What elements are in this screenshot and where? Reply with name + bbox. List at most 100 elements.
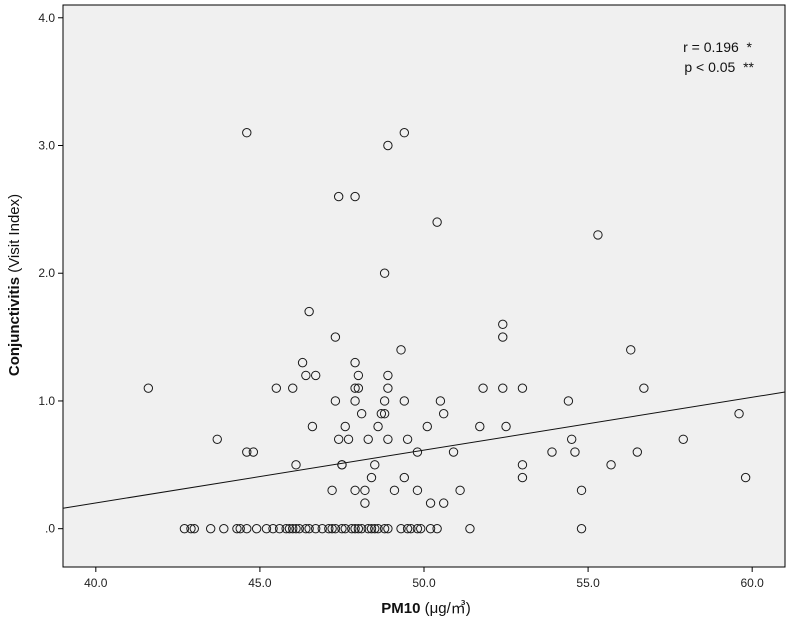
y-tick-label: .0 [45,522,55,536]
data-point [379,396,390,406]
data-point [740,472,751,483]
data-point [235,523,245,534]
x-tick-label: 40.0 [84,576,108,590]
data-point [475,421,485,432]
data-point [396,523,406,534]
data-point [626,345,636,355]
data-point [356,409,367,419]
data-point [498,383,508,393]
data-point [379,409,390,419]
data-point [563,396,574,406]
data-point [353,523,364,534]
data-point [330,332,341,342]
data-point [606,460,616,470]
data-point [435,396,446,406]
data-point [186,523,196,534]
data-point [327,523,337,534]
regression-line-group [62,391,786,509]
data-point [143,383,154,393]
data-point [340,523,350,534]
data-point [360,498,370,508]
data-point [432,523,442,534]
data-point [639,383,649,393]
data-point [360,485,370,496]
data-point [307,421,318,432]
data-point [366,472,377,483]
data-point [370,523,380,534]
data-point [438,409,449,419]
data-point [498,319,508,330]
data-point [402,434,413,444]
data-point [294,523,304,534]
x-tick-label: 45.0 [248,576,272,590]
y-axis-label: Conjunctivitis [6,277,23,376]
data-point [219,523,229,534]
data-point [327,485,337,496]
x-axis-title: PM10 (μg/㎥) [381,600,471,617]
annotation-p: p < 0.05 ** [684,59,754,75]
x-tick-label: 60.0 [741,576,765,590]
data-point [570,447,580,457]
data-point [517,460,528,470]
data-point [333,434,344,444]
data-point [350,191,360,202]
data-point [593,230,603,240]
data-point [284,523,295,534]
data-point [498,332,508,342]
data-point [734,409,744,419]
data-point [242,523,252,534]
data-point [350,523,360,534]
data-point [373,523,383,534]
data-point [425,498,436,508]
data-point [678,434,688,444]
data-point [304,306,314,317]
data-point [576,485,587,496]
data-point [232,523,242,534]
data-point [376,409,387,419]
data-point [337,523,347,534]
data-point [301,523,311,534]
data-point [399,396,410,406]
y-tick-label: 2.0 [38,266,55,280]
data-point [517,383,528,393]
data-point [324,523,334,534]
data-point [268,523,278,534]
data-point [363,434,373,444]
data-point [356,523,367,534]
data-point [576,523,587,534]
data-point [350,357,360,368]
data-point [399,128,410,138]
data-point [251,523,262,534]
data-point [501,421,511,432]
axis-ticks: .0 1.0 2.0 3.0 4.0 40.0 45.0 50.0 55.0 60.0 [38,11,764,590]
data-point [432,217,442,227]
data-point [248,447,259,457]
x-axis-unit: (μg/㎥) [425,600,471,617]
data-point [438,498,449,508]
data-point [347,523,357,534]
data-point [242,128,252,138]
data-point [291,523,301,534]
x-tick-label: 50.0 [412,576,436,590]
data-point [370,460,380,470]
data-point [379,523,390,534]
data-point [383,523,393,534]
data-point [297,357,308,368]
data-point [179,523,190,534]
data-point [425,523,436,534]
data-point [379,268,390,278]
y-tick-label: 4.0 [38,11,55,25]
data-point [478,383,488,393]
data-point [396,345,406,355]
data-point [311,370,321,381]
data-point [350,383,360,393]
data-point [353,370,364,381]
x-axis-label: PM10 [381,600,420,617]
data-point [632,447,643,457]
data-point [242,447,252,457]
data-point [399,472,410,483]
data-point [337,460,347,470]
data-point [261,523,272,534]
data-point [465,523,475,534]
data-point [271,383,282,393]
